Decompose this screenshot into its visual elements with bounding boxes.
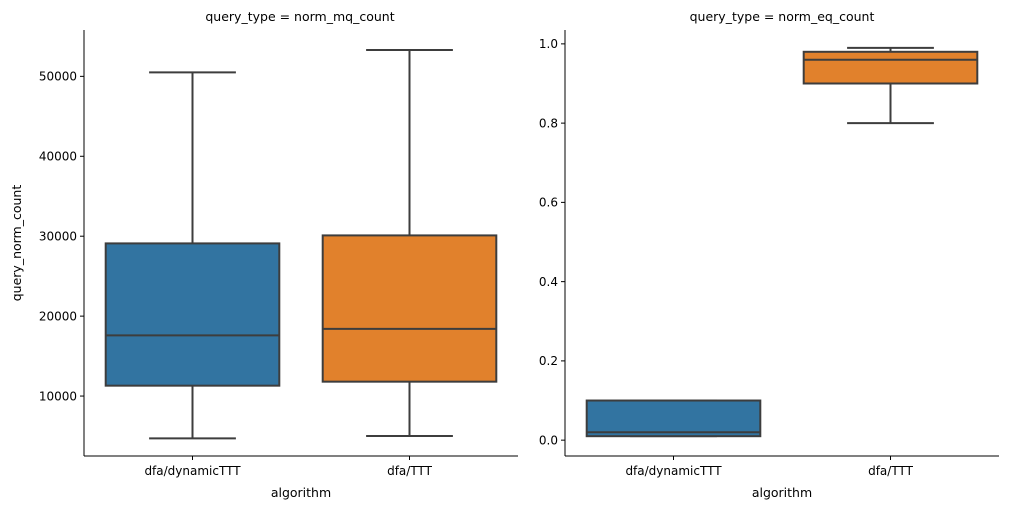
y-tick-label: 0.2 xyxy=(539,354,558,368)
y-axis-label: query_norm_count xyxy=(9,185,24,302)
x-axis-label: algorithm xyxy=(752,485,812,500)
panel-norm-mq-count: query_type = norm_mq_count 10000 20000 3000… xyxy=(9,9,518,500)
y-tick-label: 40000 xyxy=(39,150,77,164)
iqr-box xyxy=(802,50,979,85)
y-tick-label: 10000 xyxy=(39,389,77,403)
x-tick-label: dfa/TTT xyxy=(868,464,913,478)
y-tick-label: 0.4 xyxy=(539,275,558,289)
x-tick-label: dfa/dynamicTTT xyxy=(625,464,722,478)
panel-title: query_type = norm_eq_count xyxy=(690,9,875,24)
iqr-box xyxy=(104,242,281,387)
x-axis-label: algorithm xyxy=(271,485,331,500)
x-tick-label: dfa/TTT xyxy=(387,464,432,478)
panel-title: query_type = norm_mq_count xyxy=(205,9,394,24)
box-dfa-ttt xyxy=(321,48,498,438)
y-tick-label: 0.0 xyxy=(539,433,558,447)
iqr-box xyxy=(585,399,762,438)
iqr-box xyxy=(321,234,498,383)
y-tick-label: 30000 xyxy=(39,230,77,244)
y-tick-label: 0.8 xyxy=(539,116,558,130)
y-tick-label: 0.6 xyxy=(539,196,558,210)
y-tick-label: 1.0 xyxy=(539,37,558,51)
x-tick-label: dfa/dynamicTTT xyxy=(144,464,241,478)
box-dfa-ttt xyxy=(802,46,979,125)
panel-norm-eq-count: query_type = norm_eq_count 0.0 0.2 0.4 0.6 0.… xyxy=(539,9,999,500)
box-dfa-dynamicttt xyxy=(585,399,762,438)
y-tick-label: 20000 xyxy=(39,309,77,323)
y-tick-label: 50000 xyxy=(39,70,77,84)
box-dfa-dynamicttt xyxy=(104,71,281,440)
